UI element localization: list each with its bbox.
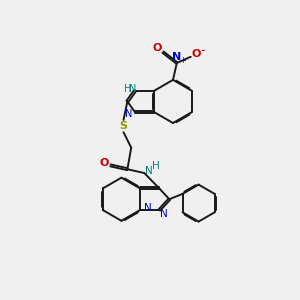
Text: O: O [153,43,162,53]
Text: H: H [124,84,131,94]
Text: N: N [172,52,182,62]
Text: N: N [145,166,153,176]
Text: +: + [180,56,186,65]
Text: N: N [125,109,133,119]
Text: O: O [191,50,201,59]
Text: H: H [152,161,160,171]
Text: -: - [201,44,205,57]
Text: N: N [160,209,168,219]
Text: N: N [129,84,136,94]
Text: N: N [144,203,152,214]
Text: O: O [100,158,109,168]
Text: S: S [119,121,128,131]
